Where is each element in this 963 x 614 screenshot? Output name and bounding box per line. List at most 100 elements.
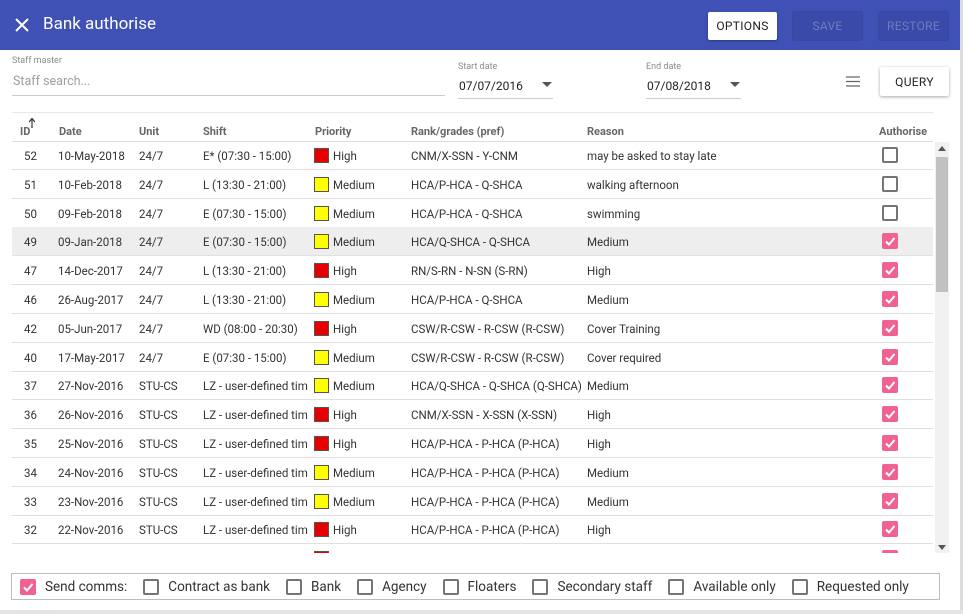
save-button[interactable]: SAVE bbox=[793, 12, 862, 40]
unit-cell: STU-CS bbox=[139, 552, 178, 553]
checkbox[interactable] bbox=[791, 578, 808, 595]
priority-cell: Medium bbox=[333, 235, 375, 250]
dropdown-arrow[interactable] bbox=[730, 82, 740, 88]
dropdown-arrow[interactable] bbox=[542, 82, 552, 88]
column-header[interactable]: Unit bbox=[139, 125, 160, 138]
footer-option[interactable]: Requested only bbox=[791, 578, 909, 595]
authorise-checkbox[interactable] bbox=[882, 550, 898, 553]
unit-cell: 24/7 bbox=[139, 321, 164, 336]
footer-option[interactable]: Send comms: bbox=[20, 578, 127, 595]
option-label: Contract as bank bbox=[168, 578, 271, 595]
table-row[interactable]: 37 27-Nov-2016 STU-CS LZ - user-defined tim… bbox=[12, 371, 933, 401]
scrollbar-thumb[interactable] bbox=[936, 157, 948, 292]
unit-cell: 24/7 bbox=[139, 149, 164, 163]
reason-cell: High bbox=[587, 408, 611, 423]
authorise-checkbox[interactable] bbox=[882, 175, 898, 192]
underline bbox=[646, 98, 741, 99]
end-date[interactable]: 07/08/2018 bbox=[647, 79, 711, 93]
table-row[interactable]: 33 23-Nov-2016 STU-CS LZ - user-defined tim… bbox=[12, 487, 933, 516]
id-cell: 51 bbox=[24, 177, 37, 192]
shift-cell: L (13:30 - 21:00) bbox=[203, 293, 287, 307]
table-row[interactable]: 31 21-Nov-2016 STU-CS LZ - user-defined tim… bbox=[12, 544, 933, 553]
column-header[interactable]: Authorise bbox=[879, 125, 928, 138]
rank-cell: RN/S-RN - N-SN (S-RN) bbox=[411, 264, 528, 279]
table-row[interactable]: 36 26-Nov-2016 STU-CS LZ - user-defined tim… bbox=[12, 400, 933, 430]
footer-option[interactable]: Contract as bank bbox=[143, 578, 271, 595]
table-row[interactable]: 32 22-Nov-2016 STU-CS LZ - user-defined tim… bbox=[12, 515, 933, 545]
unit-cell: 24/7 bbox=[139, 350, 164, 365]
menu-icon[interactable] bbox=[846, 76, 860, 87]
footer-option[interactable]: Bank bbox=[286, 578, 341, 595]
priority-swatch bbox=[314, 234, 329, 250]
authorise-checkbox[interactable] bbox=[882, 291, 898, 307]
authorise-checkbox[interactable] bbox=[882, 233, 898, 250]
rank-cell: HCA/Q-SHCA - Q-SHCA bbox=[411, 235, 531, 250]
checkbox[interactable] bbox=[442, 578, 459, 595]
option-label: Requested only bbox=[816, 578, 909, 595]
column-header[interactable]: Shift bbox=[203, 125, 227, 138]
column-header[interactable]: Rank/grades (pref) bbox=[411, 125, 505, 138]
restore-button[interactable]: RESTORE bbox=[879, 12, 948, 40]
checkbox[interactable] bbox=[20, 578, 36, 595]
authorise-checkbox[interactable] bbox=[882, 406, 898, 423]
authorise-checkbox[interactable] bbox=[882, 463, 898, 480]
start-date[interactable]: 07/07/2016 bbox=[459, 79, 523, 93]
table-row[interactable]: 52 10-May-2018 24/7 E* (07:30 - 15:00) High C… bbox=[12, 141, 933, 170]
table-row[interactable]: 40 17-May-2017 24/7 E (07:30 - 15:00) Medium… bbox=[12, 343, 933, 372]
staff-search[interactable]: Staff search... bbox=[13, 74, 91, 89]
column-header[interactable]: Reason bbox=[587, 125, 624, 138]
table-row[interactable]: 50 09-Feb-2018 24/7 E (07:30 - 15:00) Medium… bbox=[12, 199, 933, 228]
sort-arrow[interactable] bbox=[29, 118, 35, 128]
column-header[interactable]: ID bbox=[20, 125, 31, 138]
authorise-checkbox[interactable] bbox=[882, 492, 898, 509]
authorise-checkbox[interactable] bbox=[882, 377, 898, 394]
authorise-checkbox[interactable] bbox=[882, 204, 898, 221]
reason-cell: swimming bbox=[587, 206, 641, 221]
unit-cell: STU-CS bbox=[139, 379, 178, 394]
footer-option[interactable]: Secondary staff bbox=[532, 578, 652, 595]
id-cell: 34 bbox=[24, 465, 37, 480]
date-cell: 21-Nov-2016 bbox=[58, 552, 123, 553]
column-header[interactable]: Date bbox=[59, 125, 82, 138]
date-cell: 22-Nov-2016 bbox=[58, 523, 124, 538]
footer-option[interactable]: Agency bbox=[357, 578, 427, 595]
footer-option[interactable]: Floaters bbox=[442, 578, 516, 595]
unit-cell: 24/7 bbox=[139, 177, 164, 192]
authorise-checkbox[interactable] bbox=[882, 521, 898, 538]
footer-option[interactable]: Available only bbox=[668, 578, 776, 595]
title: Bank authorise bbox=[43, 14, 156, 34]
column-header[interactable]: Priority bbox=[315, 125, 352, 138]
table-row[interactable]: 49 09-Jan-2018 24/7 E (07:30 - 15:00) Medium… bbox=[12, 227, 933, 257]
id-cell: 52 bbox=[24, 149, 37, 163]
rank-cell: HCA/P-HCA - Q-SHCA bbox=[411, 177, 523, 192]
checkbox[interactable] bbox=[143, 578, 160, 595]
query-button[interactable]: QUERY bbox=[880, 67, 949, 96]
authorise-checkbox[interactable] bbox=[882, 348, 898, 365]
shift-cell: E (07:30 - 15:00) bbox=[203, 206, 287, 221]
priority-swatch bbox=[314, 378, 329, 394]
authorise-checkbox[interactable] bbox=[882, 435, 898, 451]
priority-cell: Medium bbox=[333, 206, 375, 221]
table-row[interactable]: 46 26-Aug-2017 24/7 L (13:30 - 21:00) Medium… bbox=[12, 285, 933, 314]
unit-cell: STU-CS bbox=[139, 494, 178, 509]
table-row[interactable]: 35 25-Nov-2016 STU-CS LZ - user-defined tim… bbox=[12, 429, 933, 458]
table-row[interactable]: 42 05-Jun-2017 24/7 WD (08:00 - 20:30) High C… bbox=[12, 314, 933, 343]
table-row[interactable]: 51 10-Feb-2018 24/7 L (13:30 - 21:00) Medium… bbox=[12, 170, 933, 199]
authorise-checkbox[interactable] bbox=[882, 262, 898, 279]
close-icon[interactable] bbox=[15, 18, 29, 32]
options-button[interactable]: OPTIONS bbox=[708, 12, 777, 40]
table-row[interactable]: 34 24-Nov-2016 STU-CS LZ - user-defined tim… bbox=[12, 458, 933, 487]
authorise-checkbox[interactable] bbox=[882, 147, 898, 163]
priority-cell: High bbox=[333, 149, 357, 163]
reason-cell: High bbox=[587, 264, 611, 279]
scroll-down[interactable] bbox=[938, 545, 946, 550]
authorise-checkbox[interactable] bbox=[882, 319, 898, 336]
checkbox[interactable] bbox=[668, 578, 685, 595]
scroll-up[interactable] bbox=[938, 146, 946, 151]
checkbox[interactable] bbox=[532, 578, 549, 595]
priority-swatch bbox=[314, 493, 329, 509]
checkbox[interactable] bbox=[357, 578, 374, 595]
checkbox[interactable] bbox=[286, 578, 303, 595]
table-row[interactable]: 47 14-Dec-2017 24/7 L (13:30 - 21:00) High RN… bbox=[12, 256, 933, 286]
